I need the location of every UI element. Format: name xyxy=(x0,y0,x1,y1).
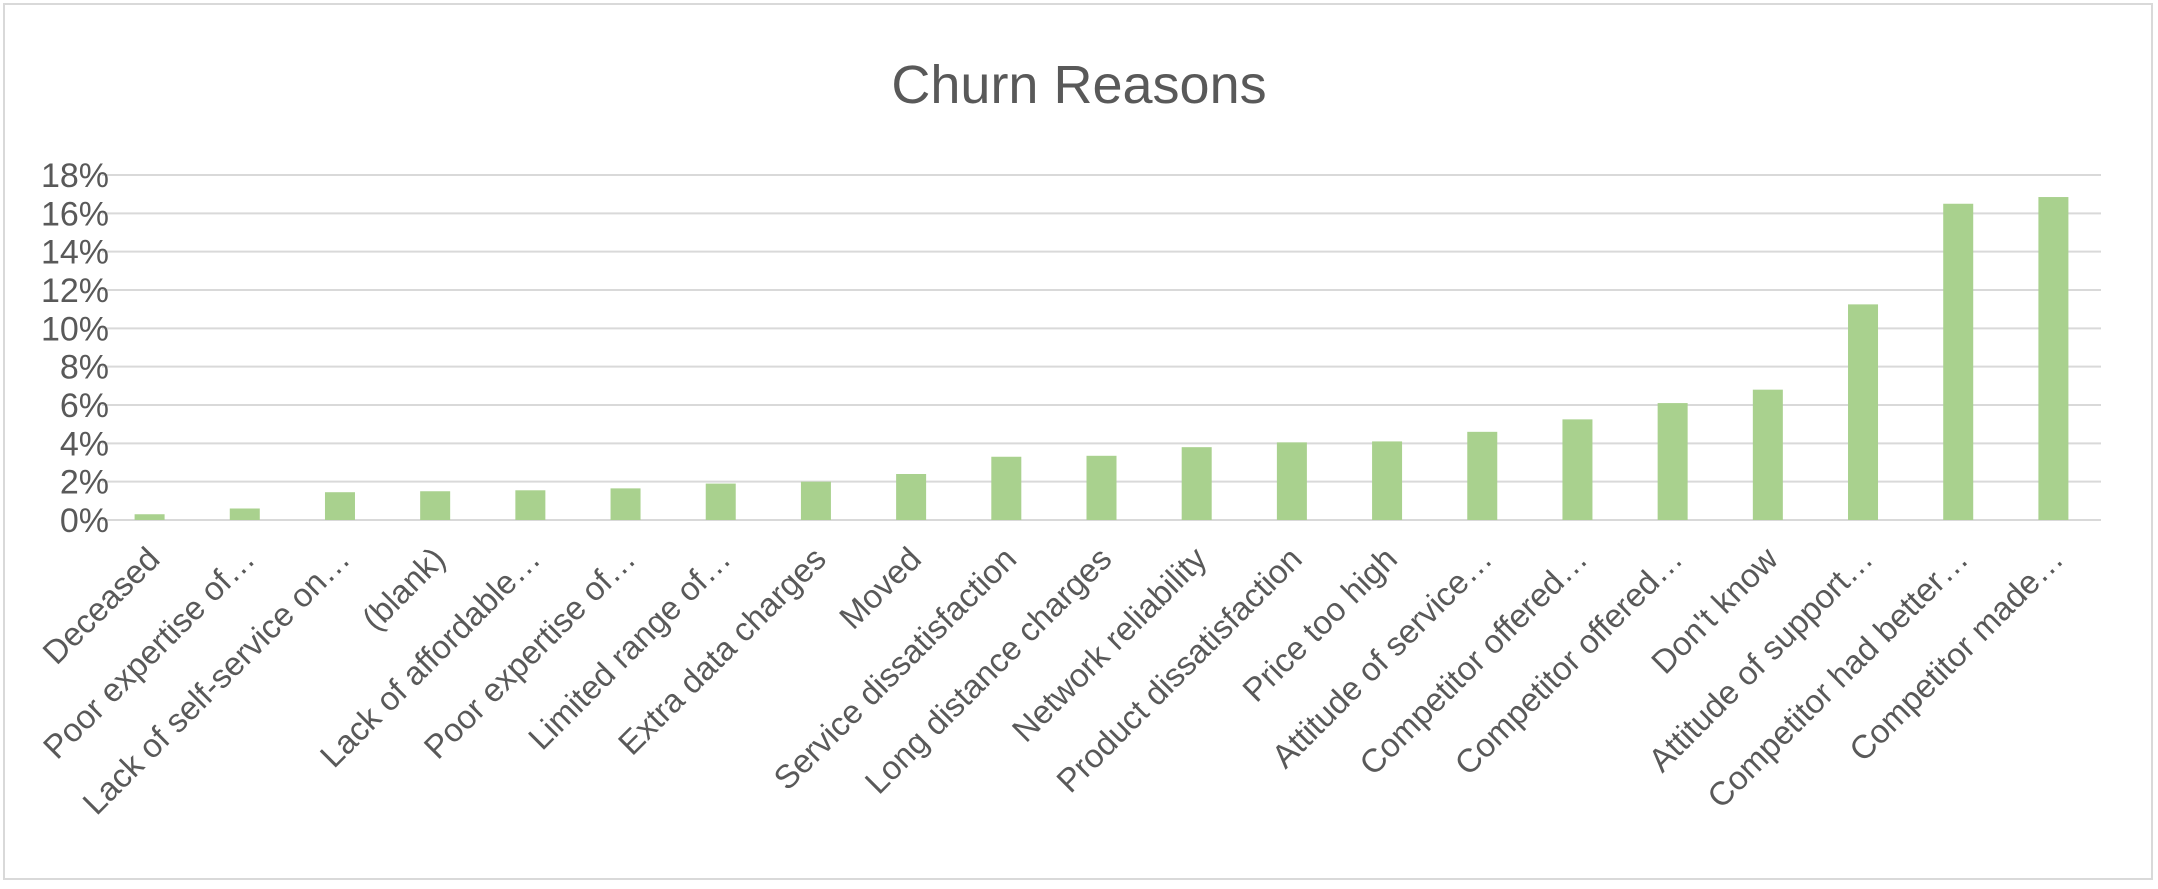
y-axis-ticks: 0%2%4%6%8%10%12%14%16%18% xyxy=(41,157,109,540)
y-tick-label: 8% xyxy=(60,349,109,387)
y-tick-label: 4% xyxy=(60,425,109,463)
bar xyxy=(896,474,927,520)
bar xyxy=(324,492,355,520)
y-tick-label: 10% xyxy=(41,310,109,348)
bar xyxy=(134,514,165,520)
y-tick-label: 14% xyxy=(41,234,109,272)
bar-layer xyxy=(134,197,2069,520)
bar xyxy=(610,488,641,520)
bar xyxy=(991,456,1022,520)
bar xyxy=(1276,442,1307,520)
bar xyxy=(420,491,451,520)
bar xyxy=(1657,403,1688,520)
y-tick-label: 2% xyxy=(60,464,109,502)
y-tick-label: 18% xyxy=(41,157,109,195)
y-tick-label: 0% xyxy=(60,502,109,540)
x-tick-label: Moved xyxy=(832,540,928,636)
y-tick-label: 16% xyxy=(41,195,109,233)
bar xyxy=(1467,431,1498,520)
bar xyxy=(1943,203,1974,520)
bar xyxy=(1848,304,1879,520)
bar xyxy=(229,508,260,520)
bar xyxy=(705,483,736,520)
bar xyxy=(1562,419,1593,520)
bar xyxy=(1752,389,1783,520)
bar xyxy=(800,481,831,520)
y-tick-label: 12% xyxy=(41,272,109,310)
y-tick-label: 6% xyxy=(60,387,109,425)
bar xyxy=(515,490,546,520)
bar xyxy=(1181,447,1212,520)
bar xyxy=(2038,197,2069,520)
chart-svg: Churn Reasons 0%2%4%6%8%10%12%14%16%18% … xyxy=(35,55,2101,821)
chart-title: Churn Reasons xyxy=(891,55,1266,115)
chart-frame: Churn Reasons 0% 2% 4% 6% 8% 10% 12% 14% 16% 18% … xyxy=(3,3,2153,880)
bar xyxy=(1372,441,1403,520)
bar xyxy=(1086,455,1117,520)
